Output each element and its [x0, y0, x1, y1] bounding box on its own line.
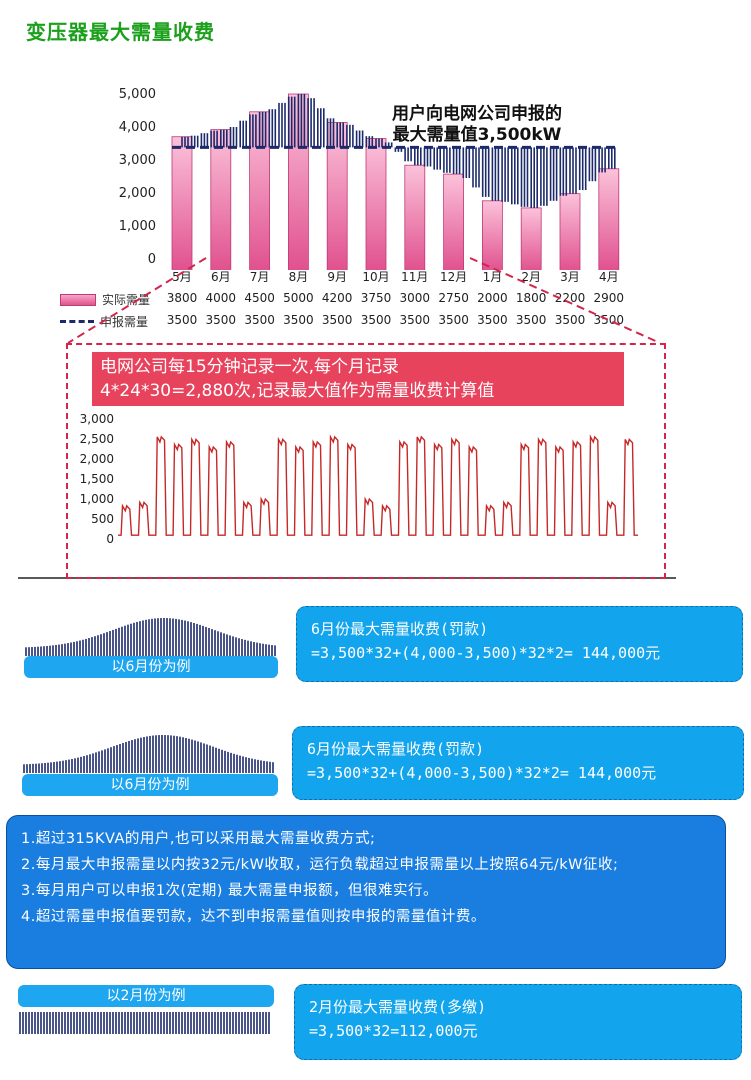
month-label: 3月	[560, 270, 580, 284]
declared-value-cell: 3500	[477, 313, 508, 327]
month-label: 5月	[172, 270, 192, 284]
actual-value-cell: 2900	[593, 291, 625, 305]
declared-value-cell: 3500	[515, 313, 547, 327]
load-y-tick: 0	[106, 532, 114, 546]
month-label: 12月	[439, 270, 468, 284]
declared-value-cell: 3500	[554, 313, 586, 327]
rule-item: 3.每月用户可以申报1次(定期) 最大需量申报额，但很难实行。	[21, 883, 438, 899]
actual-demand-bar	[326, 122, 348, 270]
june-fee-formula: =3,500*32+(4,000-3,500)*32*2= 144,000元	[311, 644, 661, 662]
declared-value-cell: 3500	[283, 313, 314, 327]
page-title: 变压器最大需量收费	[26, 20, 215, 44]
declared-value-cell: 3500	[360, 313, 392, 327]
load-curve-line	[118, 434, 638, 536]
month-label: 6月	[210, 270, 231, 284]
declared-value-cell: 3500	[166, 313, 198, 327]
load-curve-chart	[118, 434, 638, 536]
load-y-tick: 2,000	[79, 452, 114, 466]
example-june-label-2: 以6月份为例	[22, 774, 278, 796]
example-feb-label: 以2月份为例	[18, 985, 274, 1007]
june-load-graphic	[25, 618, 276, 656]
declared-value-cell: 3500	[438, 313, 469, 327]
actual-value-cell: 1800	[515, 291, 547, 305]
month-label: 8月	[288, 270, 309, 284]
monthly-demand-bar-chart	[171, 93, 620, 270]
month-label: 4月	[598, 270, 619, 284]
actual-value-cell: 3000	[399, 291, 431, 305]
month-label: 10月	[362, 270, 390, 284]
actual-value-cell: 4500	[244, 291, 275, 305]
zoom-detail-box	[66, 343, 666, 579]
actual-value-cell: 5000	[283, 291, 314, 305]
recording-note-line-1: 电网公司每15分钟记录一次,每个月记录	[100, 357, 400, 377]
rule-item: 4.超过需量申报值要罚款，达不到申报需量值则按申报的需量值计费。	[21, 909, 486, 925]
rule-item: 1.超过315KVA的用户,也可以采用最大需量收费方式;	[21, 831, 376, 847]
y-tick-label: 5,000	[118, 87, 156, 102]
actual-value-cell: 2000	[477, 291, 508, 305]
actual-value-cell: 2750	[438, 291, 469, 305]
feb-fee-formula: =3,500*32=112,000元	[309, 1022, 478, 1040]
load-y-tick: 1,500	[79, 472, 114, 486]
june-load-graphic-2	[23, 735, 274, 773]
load-y-tick: 2,500	[79, 432, 114, 446]
y-tick-label: 3,000	[118, 153, 156, 168]
declared-swatch	[60, 320, 94, 323]
declared-demand-callout: 用户向电网公司申报的 最大需量值3,500kW	[392, 104, 562, 146]
declared-value-cell: 3500	[321, 313, 353, 327]
y-tick-label: 0	[147, 252, 156, 267]
june-fee-card: 6月份最大需量收费(罚款) =3,500*32+(4,000-3,500)*32…	[296, 606, 743, 682]
actual-value-cell: 3750	[360, 291, 392, 305]
declared-value-cell: 3500	[244, 313, 275, 327]
recording-note-line-2: 4*24*30=2,880次,记录最大值作为需量收费计算值	[100, 381, 495, 401]
june-fee-title: 6月份最大需量收费(罚款)	[311, 620, 489, 638]
feb-fee-card: 2月份最大需量收费(多缴) =3,500*32=112,000元	[294, 984, 742, 1060]
recording-note: 电网公司每15分钟记录一次,每个月记录 4*24*30=2,880次,记录最大值…	[92, 352, 624, 406]
feb-fee-title: 2月份最大需量收费(多缴)	[309, 998, 487, 1016]
callout-line-1: 用户向电网公司申报的	[392, 104, 562, 124]
actual-value-cell: 3800	[166, 291, 198, 305]
legend-declared-label: 申报需量	[100, 315, 149, 329]
legend-actual-label: 实际需量	[102, 293, 151, 307]
actual-value-cell: 2200	[554, 291, 586, 305]
declared-value-cell: 3500	[399, 313, 431, 327]
legend-declared: 申报需量	[60, 313, 148, 330]
example-june-label: 以6月份为例	[24, 656, 278, 678]
month-label: 9月	[327, 270, 347, 284]
actual-demand-bar	[598, 168, 620, 270]
month-label: 1月	[482, 270, 503, 284]
billing-rules-box: 1.超过315KVA的用户,也可以采用最大需量收费方式; 2.每月最大申报需量以…	[6, 815, 726, 969]
actual-swatch	[60, 293, 96, 306]
callout-line-2: 最大需量值3,500kW	[392, 125, 562, 145]
y-tick-label: 4,000	[118, 120, 156, 135]
actual-demand-bar	[443, 173, 465, 270]
june-fee-title-2: 6月份最大需量收费(罚款)	[307, 740, 485, 758]
june-fee-card-2: 6月份最大需量收费(罚款) =3,500*32+(4,000-3,500)*32…	[292, 726, 744, 800]
load-y-tick: 500	[91, 512, 114, 526]
load-y-tick: 3,000	[79, 412, 114, 426]
y-tick-label: 1,000	[118, 219, 156, 234]
actual-value-cell: 4200	[321, 291, 353, 305]
y-tick-label: 2,000	[118, 186, 156, 201]
month-label: 11月	[401, 270, 429, 284]
month-label: 7月	[249, 270, 270, 284]
month-label: 2月	[521, 270, 541, 284]
declared-value-cell: 3500	[205, 313, 237, 327]
june-fee-formula-2: =3,500*32+(4,000-3,500)*32*2= 144,000元	[307, 764, 657, 782]
feb-load-graphic	[19, 1012, 270, 1034]
load-y-tick: 1,000	[79, 492, 114, 506]
legend-actual: 实际需量	[60, 291, 150, 308]
actual-value-cell: 4000	[205, 291, 237, 305]
rule-item: 2.每月最大申报需量以内按32元/kW收取，运行负载超过申报需量以上按照64元/…	[21, 857, 619, 873]
